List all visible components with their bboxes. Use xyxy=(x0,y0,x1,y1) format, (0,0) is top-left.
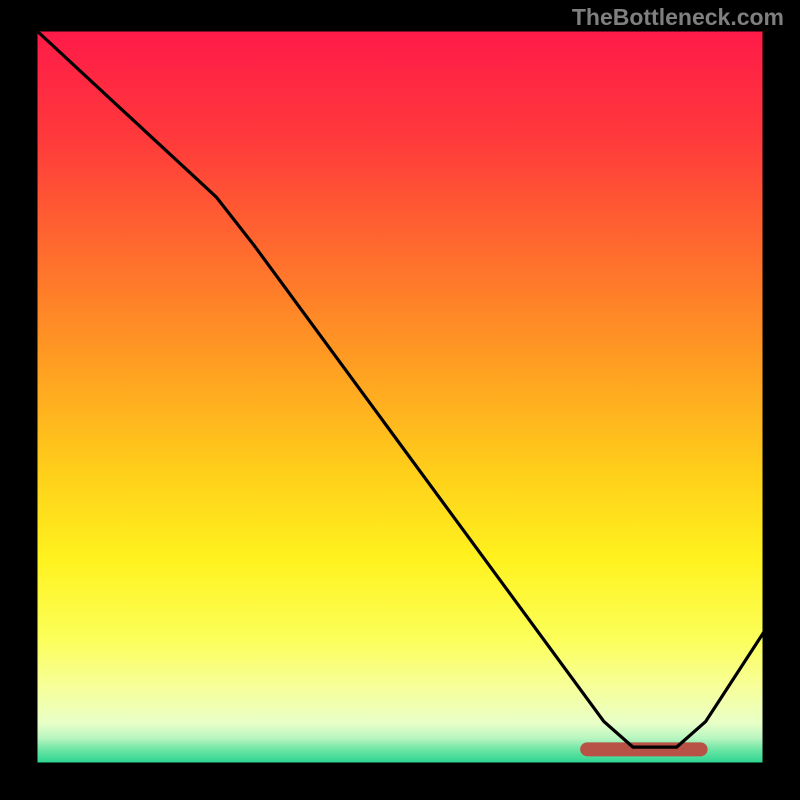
chart-container: TheBottleneck.com xyxy=(0,0,800,800)
bottleneck-chart xyxy=(0,0,800,800)
optimal-range-marker xyxy=(580,742,707,756)
watermark-text: TheBottleneck.com xyxy=(572,4,784,31)
plot-gradient-background xyxy=(36,30,764,764)
